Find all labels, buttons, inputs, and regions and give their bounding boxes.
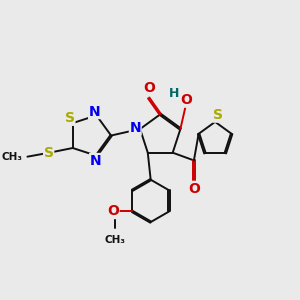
Text: S: S	[65, 111, 75, 125]
Text: O: O	[107, 205, 119, 218]
Text: O: O	[188, 182, 200, 196]
Text: N: N	[89, 104, 100, 118]
Text: H: H	[169, 87, 179, 100]
Text: O: O	[180, 93, 192, 107]
Text: S: S	[213, 108, 223, 122]
Text: N: N	[90, 154, 101, 167]
Text: N: N	[129, 121, 141, 135]
Text: S: S	[44, 146, 54, 160]
Text: O: O	[144, 81, 156, 95]
Text: CH₃: CH₃	[2, 152, 22, 162]
Text: CH₃: CH₃	[104, 235, 125, 244]
